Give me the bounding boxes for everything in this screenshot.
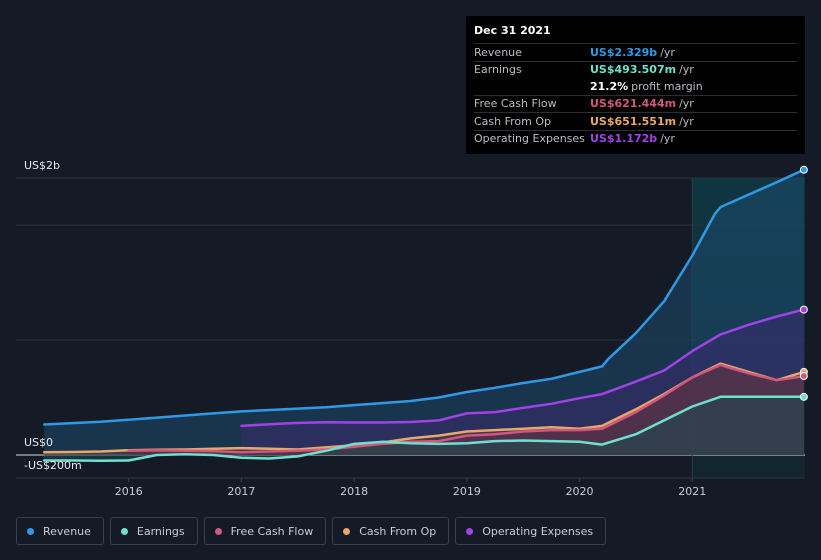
x-tick-label-2016: 2016 (115, 485, 143, 498)
earnings-end-marker[interactable] (799, 392, 808, 401)
legend-dot-icon (120, 527, 128, 535)
revenue-area (44, 169, 804, 455)
tooltip-date: Dec 31 2021 (474, 24, 551, 37)
revenue-end-marker[interactable] (799, 165, 808, 174)
y-axis-top-label: US$2b (24, 159, 61, 172)
free-cash-flow-area (128, 365, 804, 455)
free-cash-flow-line (127, 363, 806, 454)
earnings-area (44, 396, 804, 461)
tooltip-row-label: Free Cash Flow (474, 97, 557, 111)
legend-dot-icon (214, 527, 222, 535)
legend-label: Earnings (136, 524, 185, 538)
tooltip-row-value: 21.2% (590, 79, 629, 93)
tooltip-row: Cash From Op US$651.551m/yr (474, 112, 797, 130)
tooltip-row: Operating Expenses US$1.172b/yr (474, 129, 797, 148)
x-tick-label-2021: 2021 (678, 485, 706, 498)
legend-item-revenue[interactable]: Revenue (16, 517, 104, 545)
x-tick-label-2019: 2019 (453, 485, 481, 498)
chart-plot: 2016 2017 2018 2019 2020 2021 (16, 165, 808, 498)
y-axis-bottom-label: -US$200m (24, 459, 82, 472)
legend-item-free-cash-flow[interactable]: Free Cash Flow (203, 517, 327, 545)
tooltip-row: Revenue US$2.329b/yr (474, 43, 797, 61)
tooltip-row-value: US$493.507m (590, 63, 677, 77)
free-cash-flow-end-marker[interactable] (799, 372, 808, 381)
legend-label: Operating Expenses (482, 524, 594, 538)
legend-item-earnings[interactable]: Earnings (109, 517, 198, 545)
operating-expenses-line (240, 308, 806, 428)
y-axis-zero-label: US$0 (24, 436, 54, 449)
legend-label: Cash From Op (359, 524, 437, 538)
x-tick-label-2020: 2020 (566, 485, 594, 498)
legend-label: Revenue (43, 524, 91, 538)
tooltip-row-label: Operating Expenses (474, 132, 585, 146)
tooltip-row: Free Cash Flow US$621.444m/yr (474, 94, 797, 113)
tooltip-row-unit: profit margin (631, 79, 703, 93)
operating-expenses-end-marker[interactable] (799, 305, 808, 314)
tooltip-row: Earnings US$493.507m/yr (474, 60, 797, 79)
legend-dot-icon (27, 527, 34, 535)
tooltip-row-unit: /yr (660, 45, 675, 59)
tooltip-row-value: US$2.329b (590, 45, 658, 59)
legend-dot-icon (343, 527, 351, 535)
legend-item-cash-from-op[interactable]: Cash From Op (332, 517, 450, 545)
tooltip-row-unit: /yr (679, 114, 694, 128)
legend: Revenue Earnings Free Cash Flow Cash From O… (16, 517, 607, 545)
tooltip-row-unit: /yr (660, 132, 675, 146)
tooltip-row: 21.2% profit margin (474, 78, 797, 95)
tooltip-row-unit: /yr (679, 97, 694, 111)
tooltip-row-value: US$651.551m (590, 114, 677, 128)
legend-label: Free Cash Flow (230, 524, 314, 538)
tooltip-row-label: Cash From Op (474, 114, 552, 128)
tooltip: Dec 31 2021 Revenue US$2.329b/yr Earnings U… (466, 16, 805, 154)
tooltip-row-label: Revenue (474, 45, 522, 59)
legend-item-operating-expenses[interactable]: Operating Expenses (455, 517, 607, 545)
tooltip-row-unit: /yr (679, 63, 694, 77)
x-tick-label-2017: 2017 (227, 485, 255, 498)
revenue-line (42, 168, 806, 426)
legend-dot-icon (466, 527, 474, 535)
tooltip-row-label: Earnings (474, 63, 522, 77)
tooltip-row-value: US$621.444m (590, 97, 677, 111)
x-tick-label-2018: 2018 (340, 485, 368, 498)
earnings-line (42, 395, 806, 463)
tooltip-row-value: US$1.172b (590, 132, 658, 146)
